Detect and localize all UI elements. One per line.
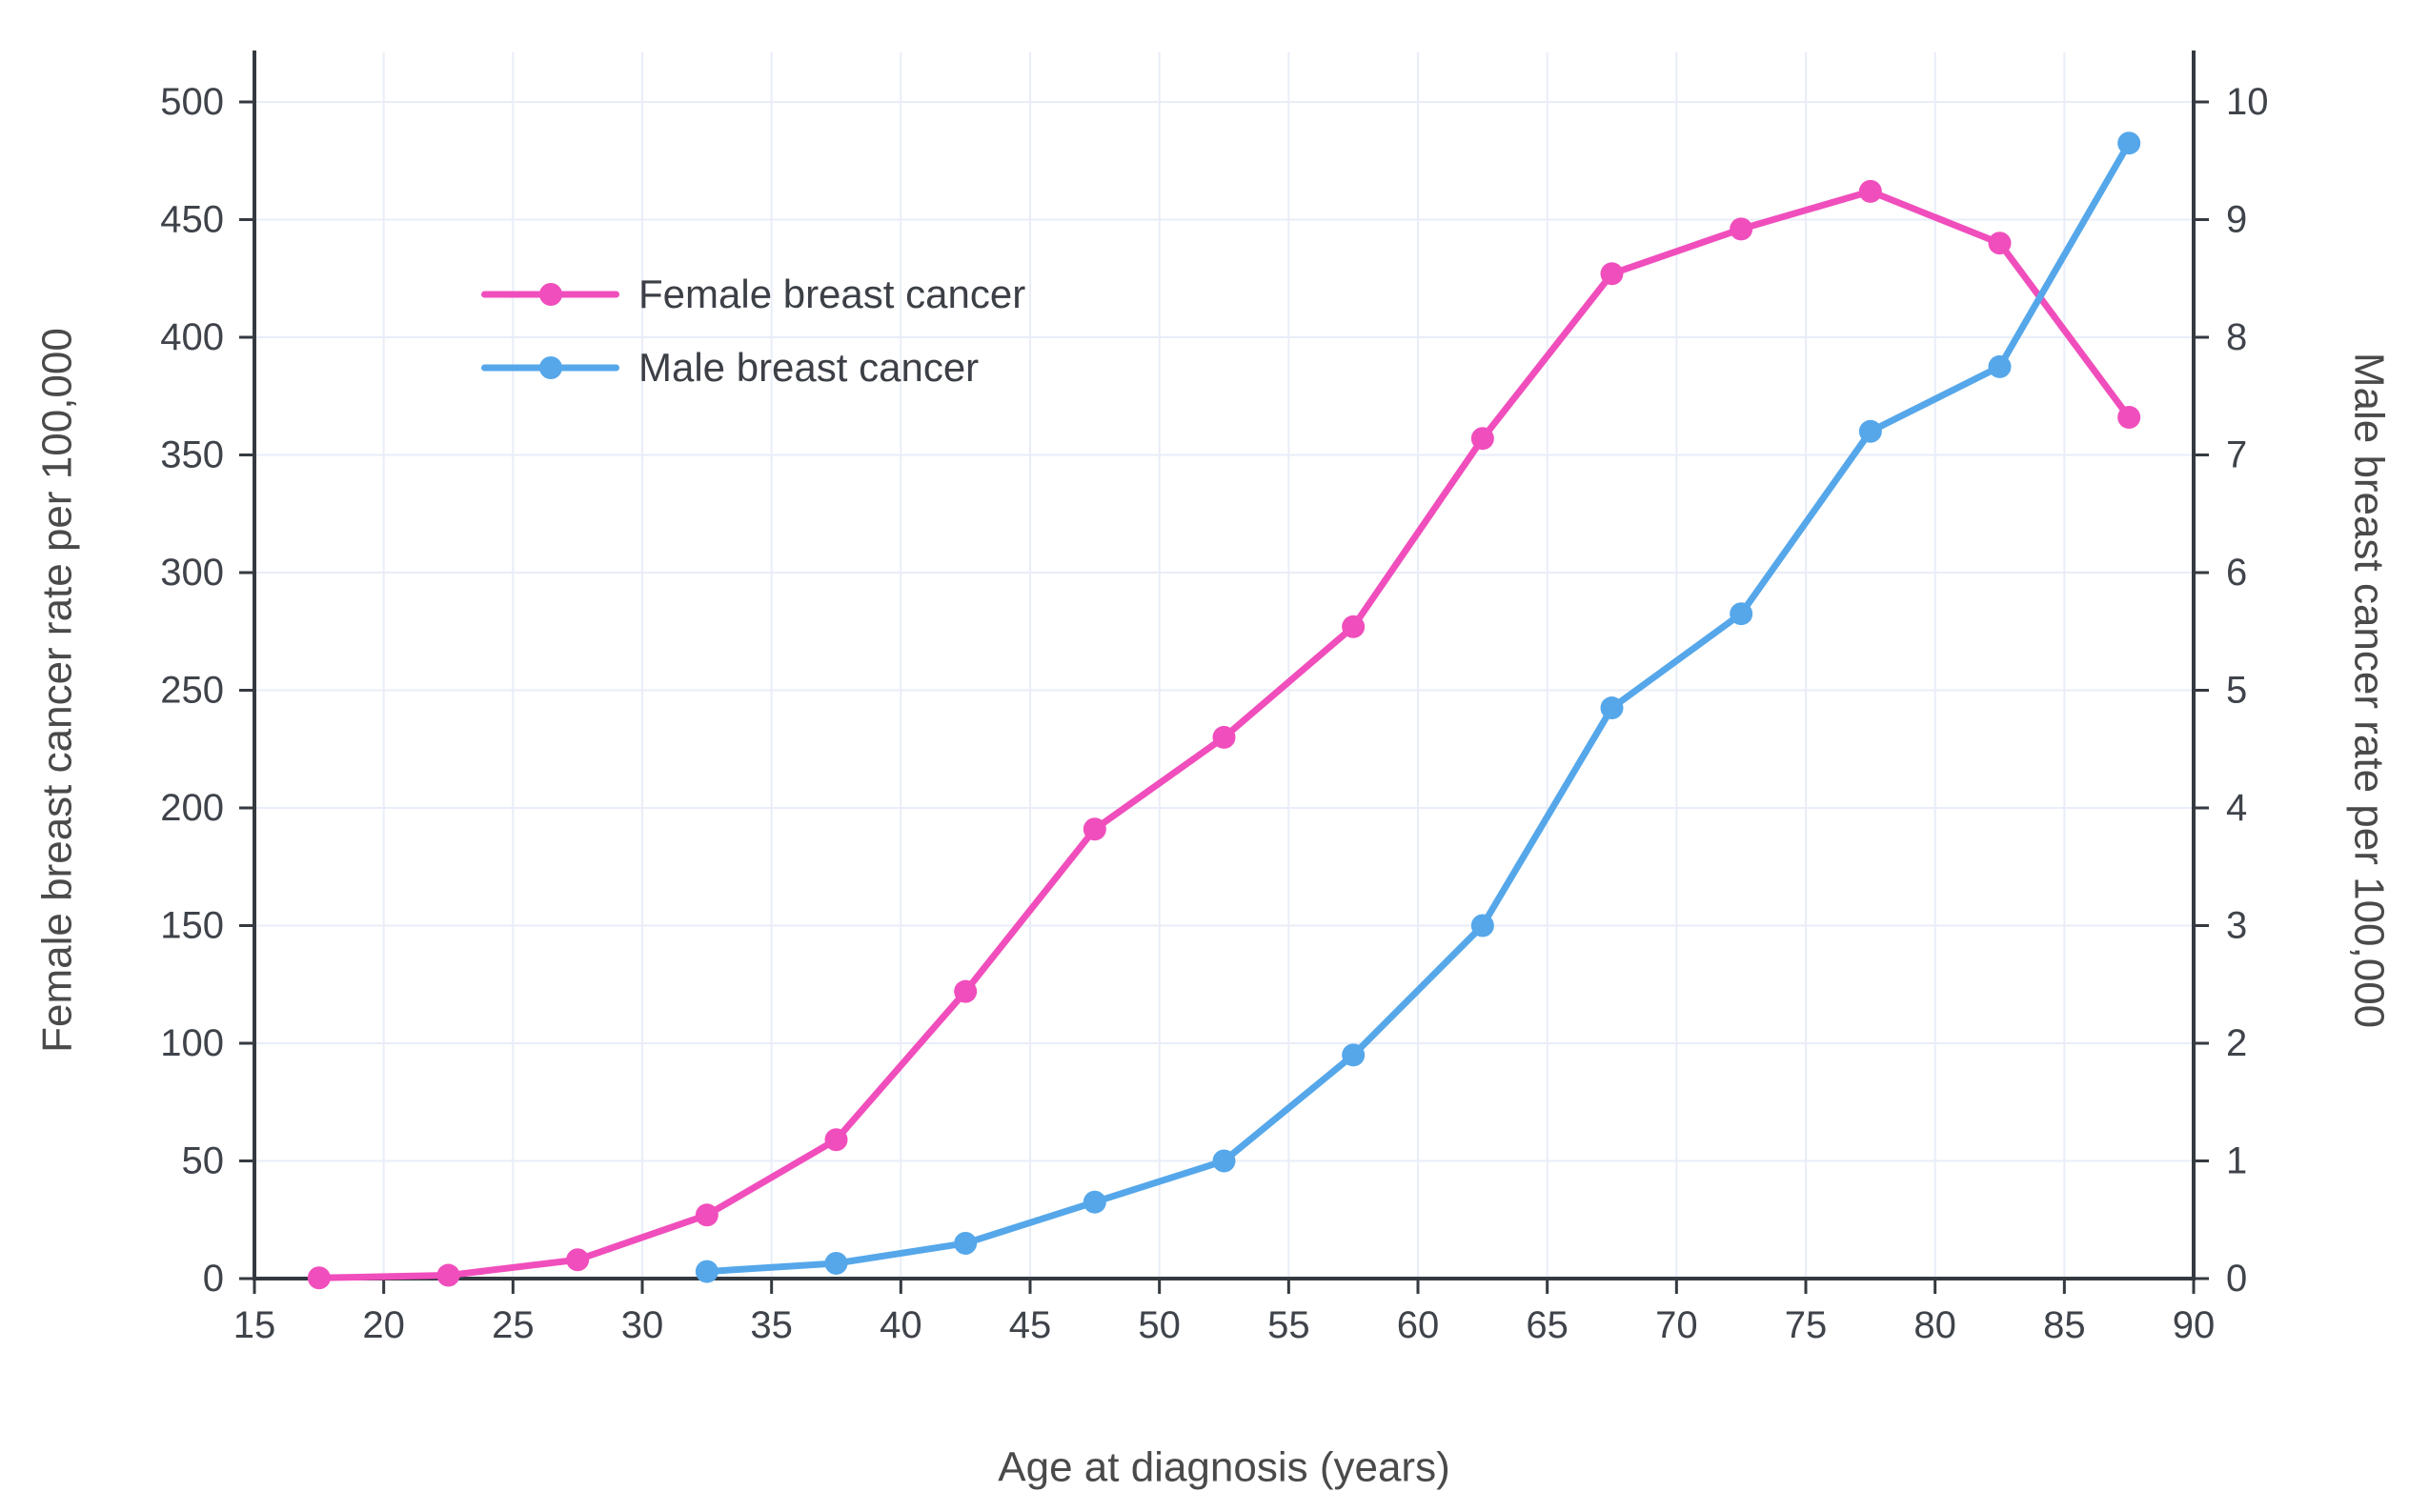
- tick-labels: 15 20 25 30 35 40 45 50 55 60 65 70 75 80 85 9005010015…: [160, 81, 2268, 1346]
- series-point-female-breast-cancer: [566, 1248, 590, 1272]
- y-left-tick-label: 50: [182, 1140, 225, 1182]
- legend-swatch-male: [481, 355, 619, 380]
- x-tick-label: 35: [750, 1304, 793, 1346]
- y-right-tick-label: 5: [2226, 670, 2247, 712]
- y-left-tick-label: 500: [160, 81, 224, 123]
- y-left-tick-label: 0: [203, 1258, 224, 1300]
- x-tick-label: 55: [1267, 1304, 1310, 1346]
- legend-item-female-breast-cancer: Female breast cancer: [481, 271, 1025, 318]
- x-tick-label: 60: [1397, 1304, 1440, 1346]
- y-right-tick-label: 10: [2226, 81, 2269, 123]
- x-axis-title: Age at diagnosis (years): [998, 1444, 1449, 1491]
- series-point-female-breast-cancer: [1730, 217, 1753, 241]
- series-point-male-breast-cancer: [2117, 131, 2141, 155]
- series-point-female-breast-cancer: [824, 1128, 848, 1152]
- series-point-female-breast-cancer: [1212, 725, 1236, 749]
- series-point-female-breast-cancer: [954, 979, 978, 1003]
- legend-label-male: Male breast cancer: [638, 345, 980, 390]
- y-right-tick-label: 1: [2226, 1140, 2247, 1182]
- x-tick-label: 50: [1138, 1304, 1181, 1346]
- y-left-tick-label: 350: [160, 434, 224, 476]
- y-left-tick-label: 400: [160, 316, 224, 358]
- x-tick-label: 20: [362, 1304, 405, 1346]
- y-right-tick-label: 2: [2226, 1022, 2247, 1064]
- series-line-male-breast-cancer: [703, 139, 2133, 1276]
- series-point-female-breast-cancer: [695, 1203, 719, 1227]
- y-right-tick-label: 9: [2226, 199, 2247, 241]
- series-point-male-breast-cancer: [1212, 1149, 1236, 1173]
- series-point-female-breast-cancer: [1988, 232, 2012, 255]
- x-tick-label: 15: [233, 1304, 276, 1346]
- series-point-male-breast-cancer: [1858, 419, 1882, 443]
- series-point-female-breast-cancer: [1083, 817, 1106, 841]
- legend: Female breast cancer Male breast cancer: [481, 271, 1025, 392]
- series-point-female-breast-cancer: [1342, 615, 1366, 638]
- y-left-tick-label: 150: [160, 905, 224, 947]
- legend-swatch-female: [481, 282, 619, 307]
- series-point-male-breast-cancer: [1600, 696, 1624, 720]
- x-tick-label: 30: [621, 1304, 664, 1346]
- series-point-female-breast-cancer: [2117, 405, 2141, 429]
- series-point-female-breast-cancer: [1858, 179, 1882, 203]
- y-left-tick-label: 300: [160, 552, 224, 594]
- series-point-male-breast-cancer: [1730, 602, 1753, 626]
- series-female-breast-cancer: [307, 179, 2141, 1290]
- y-right-tick-label: 4: [2226, 787, 2247, 829]
- series-point-male-breast-cancer: [824, 1251, 848, 1275]
- x-tick-label: 85: [2043, 1304, 2086, 1346]
- y-left-tick-label: 100: [160, 1022, 224, 1064]
- x-tick-label: 45: [1009, 1304, 1052, 1346]
- tick-marks: [239, 100, 2209, 1294]
- axes: [253, 50, 2196, 1280]
- x-tick-label: 75: [1785, 1304, 1828, 1346]
- y-right-tick-label: 7: [2226, 434, 2247, 476]
- x-tick-label: 80: [1913, 1304, 1956, 1346]
- x-tick-label: 40: [880, 1304, 922, 1346]
- y-left-tick-label: 200: [160, 787, 224, 829]
- series-point-female-breast-cancer: [436, 1263, 460, 1287]
- x-tick-label: 65: [1526, 1304, 1569, 1346]
- series-point-female-breast-cancer: [1470, 427, 1494, 451]
- series-point-male-breast-cancer: [1083, 1190, 1106, 1214]
- x-tick-label: 70: [1655, 1304, 1698, 1346]
- series-point-male-breast-cancer: [1988, 354, 2012, 378]
- series-male-breast-cancer: [695, 131, 2141, 1283]
- x-tick-label: 25: [492, 1304, 535, 1346]
- series-point-male-breast-cancer: [695, 1260, 719, 1283]
- x-tick-label: 90: [2173, 1304, 2216, 1346]
- series-point-male-breast-cancer: [1342, 1043, 1366, 1067]
- y-right-tick-label: 6: [2226, 552, 2247, 594]
- y-right-tick-label: 0: [2226, 1258, 2247, 1300]
- series-point-male-breast-cancer: [1470, 914, 1494, 937]
- axis-titles: Age at diagnosis (years) Female breast ca…: [34, 328, 2393, 1490]
- y-right-tick-label: 8: [2226, 316, 2247, 358]
- series-point-female-breast-cancer: [1600, 262, 1624, 286]
- series-point-female-breast-cancer: [307, 1266, 331, 1290]
- y-left-tick-label: 250: [160, 670, 224, 712]
- series-point-male-breast-cancer: [954, 1231, 978, 1255]
- legend-item-male-breast-cancer: Male breast cancer: [481, 344, 1025, 392]
- y-right-tick-label: 3: [2226, 905, 2247, 947]
- y-axis-title-right: Male breast cancer rate per 100,000: [2346, 353, 2393, 1028]
- legend-label-female: Female breast cancer: [638, 272, 1026, 316]
- y-axis-title-left: Female breast cancer rate per 100,000: [34, 328, 81, 1053]
- y-left-tick-label: 450: [160, 199, 224, 241]
